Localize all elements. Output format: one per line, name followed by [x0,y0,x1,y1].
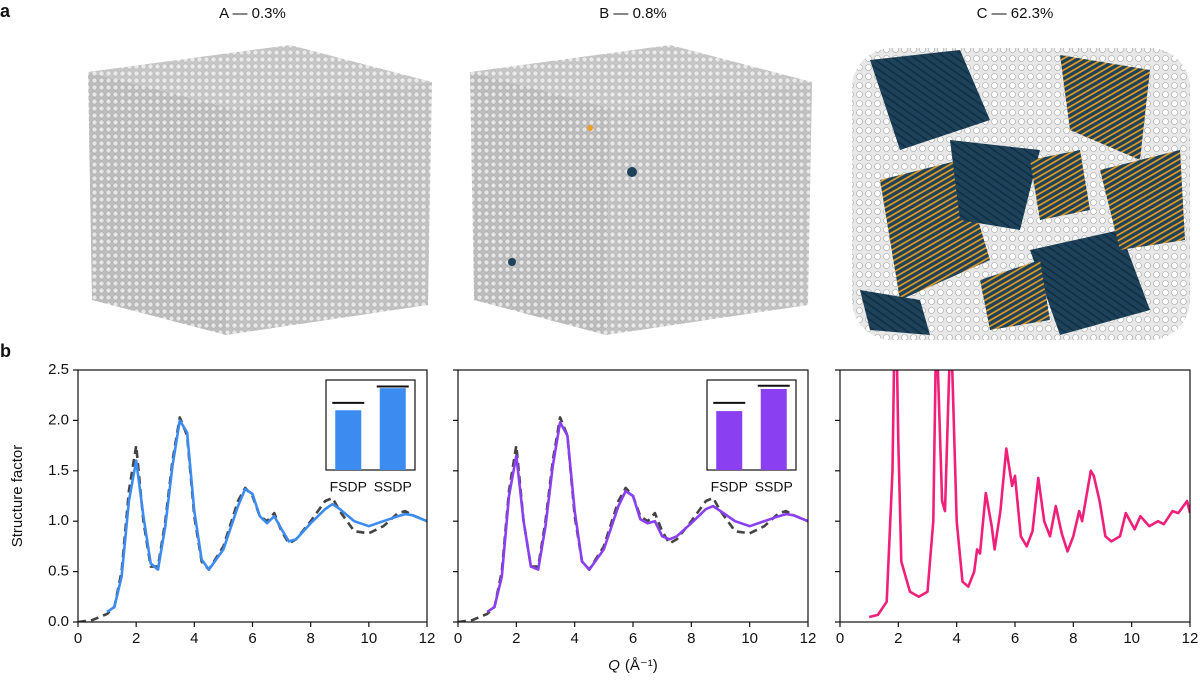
inset-bar [716,411,743,470]
data-line [868,370,1190,619]
x-tick-label: 4 [570,630,578,647]
axes-frame [77,369,428,623]
panel-label: b [0,341,11,361]
x-tick-label: 12 [800,630,817,647]
data-line [486,421,808,613]
x-tick-label: 4 [952,630,960,647]
reference-line [458,416,808,622]
x-label-unit: (Å⁻¹) [625,657,658,674]
x-tick-label: 4 [190,630,198,647]
y-tick-label: 0.5 [48,563,69,580]
inset-bar [335,410,362,470]
inset-label: FSDP [330,479,367,495]
data-line [106,419,427,613]
y-tick-label: 2.0 [48,411,69,428]
x-tick-label: 8 [1069,630,1077,647]
x-tick-label: 8 [306,630,314,647]
inset-frame [706,379,797,471]
y-tick-label: 0.0 [48,613,69,630]
x-tick-label: 12 [1182,630,1199,647]
x-tick-label: 6 [629,630,637,647]
panel-label: a [0,1,11,21]
plot-area [78,416,427,622]
inset-label: SSDP [755,479,793,495]
reference-line [78,416,427,622]
axes-frame [457,369,809,623]
panel-title: A — 0.3% [219,5,286,22]
inset-label: SSDP [374,479,412,495]
x-tick-label: 12 [419,630,436,647]
x-tick-label: 6 [1011,630,1019,647]
y-axis-label: Structure factor [9,445,26,548]
x-tick-label: 10 [741,630,758,647]
x-tick-label: 2 [132,630,140,647]
inset-bar [379,388,406,470]
y-tick-label: 1.0 [48,512,69,529]
cube-b [470,45,812,335]
panel-title: B — 0.8% [599,5,667,22]
x-tick-label: 6 [248,630,256,647]
inset-frame [325,379,416,471]
y-tick-label: 2.5 [48,361,69,378]
x-tick-label: 0 [74,630,82,647]
plot-area [868,370,1190,619]
x-tick-label: 10 [360,630,377,647]
x-tick-label: 2 [894,630,902,647]
x-axis-label: Q (Å⁻¹) [608,657,658,674]
panel-title: C — 62.3% [977,5,1054,22]
axes-frame [839,369,1191,623]
cube-a [88,45,432,335]
y-tick-label: 1.5 [48,462,69,479]
cube-c [852,48,1190,340]
x-tick-label: 8 [687,630,695,647]
x-tick-label: 0 [836,630,844,647]
plot-area [458,416,808,622]
x-label-symbol: Q [608,657,620,674]
inset-label: FSDP [711,479,748,495]
x-tick-label: 10 [1123,630,1140,647]
x-tick-label: 0 [454,630,462,647]
x-tick-label: 2 [512,630,520,647]
inset-bar [760,389,787,470]
